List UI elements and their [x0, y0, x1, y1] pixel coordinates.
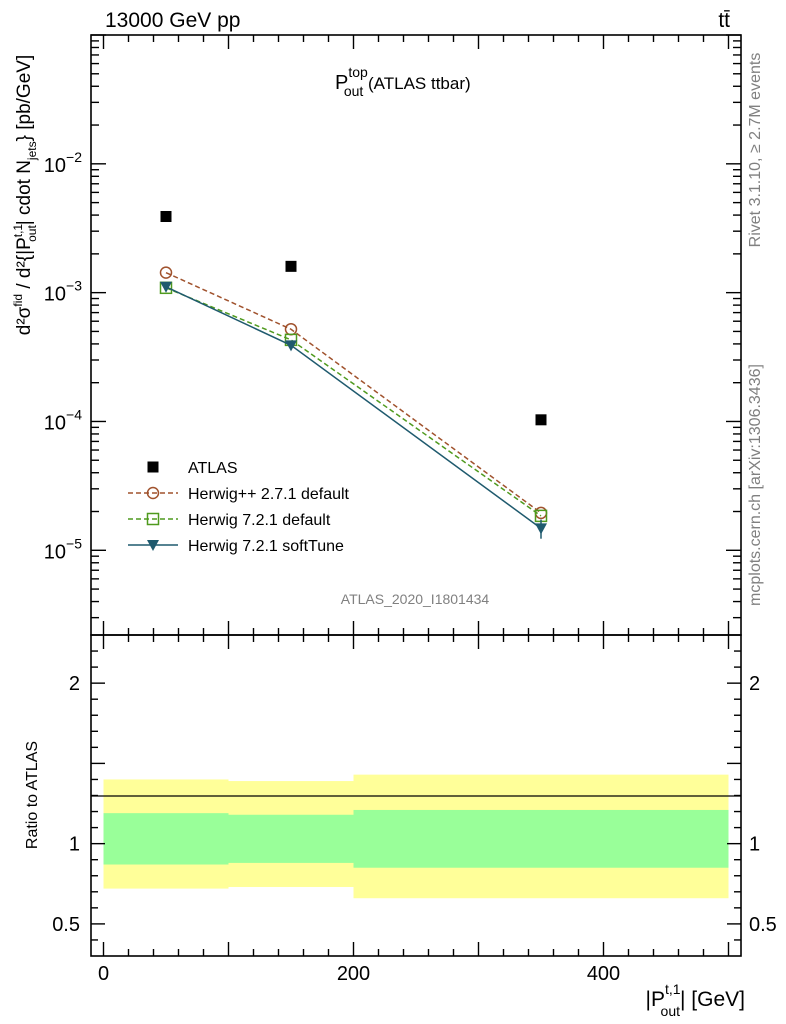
series-herwig-7-2-1-softtune [160, 281, 547, 539]
ratio-y-tick-label: 1 [69, 834, 80, 856]
ratio-y-tick-label: 0.5 [52, 914, 80, 936]
data-point [285, 260, 297, 272]
ratio-y-axis-label: Ratio to ATLAS [24, 741, 41, 849]
mcplots-label: mcplots.cern.ch [arXiv:1306.3436] [747, 364, 764, 606]
legend-label: Herwig 7.2.1 softTune [188, 538, 344, 555]
svg-text:d²σfid / d²{|Pt,1out| cdot Nje: d²σfid / d²{|Pt,1out| cdot Njets} [pb/Ge… [11, 55, 39, 335]
series-atlas [160, 211, 547, 426]
y-tick-label: 10−2 [44, 149, 82, 177]
y-tick-label: 10−4 [44, 406, 82, 434]
circle-marker [159, 266, 173, 279]
data-point [159, 266, 173, 279]
x-tick-label: 400 [587, 963, 620, 985]
atlas-marker [147, 461, 159, 473]
data-point [535, 414, 547, 426]
data-point [535, 523, 547, 535]
ratio-y-tick-label: 2 [69, 673, 80, 695]
legend-entry: Herwig++ 2.7.1 default [128, 486, 350, 503]
process-label: tt̄ [718, 9, 730, 32]
legend-label: ATLAS [188, 460, 238, 477]
series-line [165, 287, 542, 517]
main-y-axis-label: d²σfid / d²{|Pt,1out| cdot Njets} [pb/Ge… [11, 55, 39, 335]
legend-entry: Herwig 7.2.1 softTune [128, 538, 344, 555]
ratio-y-tick-label-right: 2 [749, 673, 760, 695]
triangle-marker [147, 540, 159, 551]
ratio-inner-band [228, 814, 354, 863]
x-tick-label: 0 [98, 963, 109, 985]
ratio-panel: 0.5 0.5 1 1 2 2 0 200 400 [52, 634, 777, 985]
ratio-bands [103, 774, 729, 899]
atlas-marker [285, 260, 297, 272]
legend-entry: ATLAS [147, 460, 238, 477]
x-tick-label: 200 [337, 963, 370, 985]
main-axis-ticks: 10−2 10−3 10−4 10−5 [44, 34, 741, 635]
legend: ATLAS Herwig++ 2.7.1 default Herwig 7.2.1 … [128, 460, 350, 555]
y-tick-label: 10−3 [44, 278, 82, 306]
series-line [165, 271, 542, 514]
legend-entry: Herwig 7.2.1 default [128, 512, 331, 529]
legend-marker [146, 486, 160, 500]
atlas-marker [160, 211, 172, 223]
ratio-inner-band [353, 809, 729, 868]
plot-title: Ptop out (ATLAS ttbar) [335, 64, 471, 99]
y-tick-label: 10−5 [44, 535, 82, 563]
rivet-label: Rivet 3.1.10, ≥ 2.7M events [747, 53, 764, 248]
ratio-y-tick-label-right: 0.5 [749, 914, 777, 936]
atlas-marker [535, 414, 547, 426]
x-axis-label: |Pt,1 out| [GeV] [646, 981, 746, 1019]
data-point [160, 211, 172, 223]
main-series [159, 211, 548, 539]
legend-marker [146, 512, 160, 526]
ratio-axis-ticks: 0.5 0.5 1 1 2 2 0 200 400 [52, 635, 777, 985]
analysis-watermark: ATLAS_2020_I1801434 [341, 591, 490, 607]
legend-label: Herwig 7.2.1 default [188, 512, 331, 529]
circle-marker [146, 486, 160, 500]
triangle-marker [160, 281, 172, 293]
legend-marker [147, 461, 159, 473]
data-point [285, 340, 297, 352]
triangle-marker [285, 340, 297, 352]
energy-label: 13000 GeV pp [105, 9, 240, 32]
legend-label: Herwig++ 2.7.1 default [188, 486, 350, 503]
data-point [160, 281, 172, 293]
legend-marker [147, 540, 159, 551]
ratio-y-tick-label-right: 1 [749, 834, 760, 856]
ratio-inner-band [103, 813, 229, 865]
triangle-marker [535, 523, 547, 535]
square-marker [146, 512, 160, 526]
